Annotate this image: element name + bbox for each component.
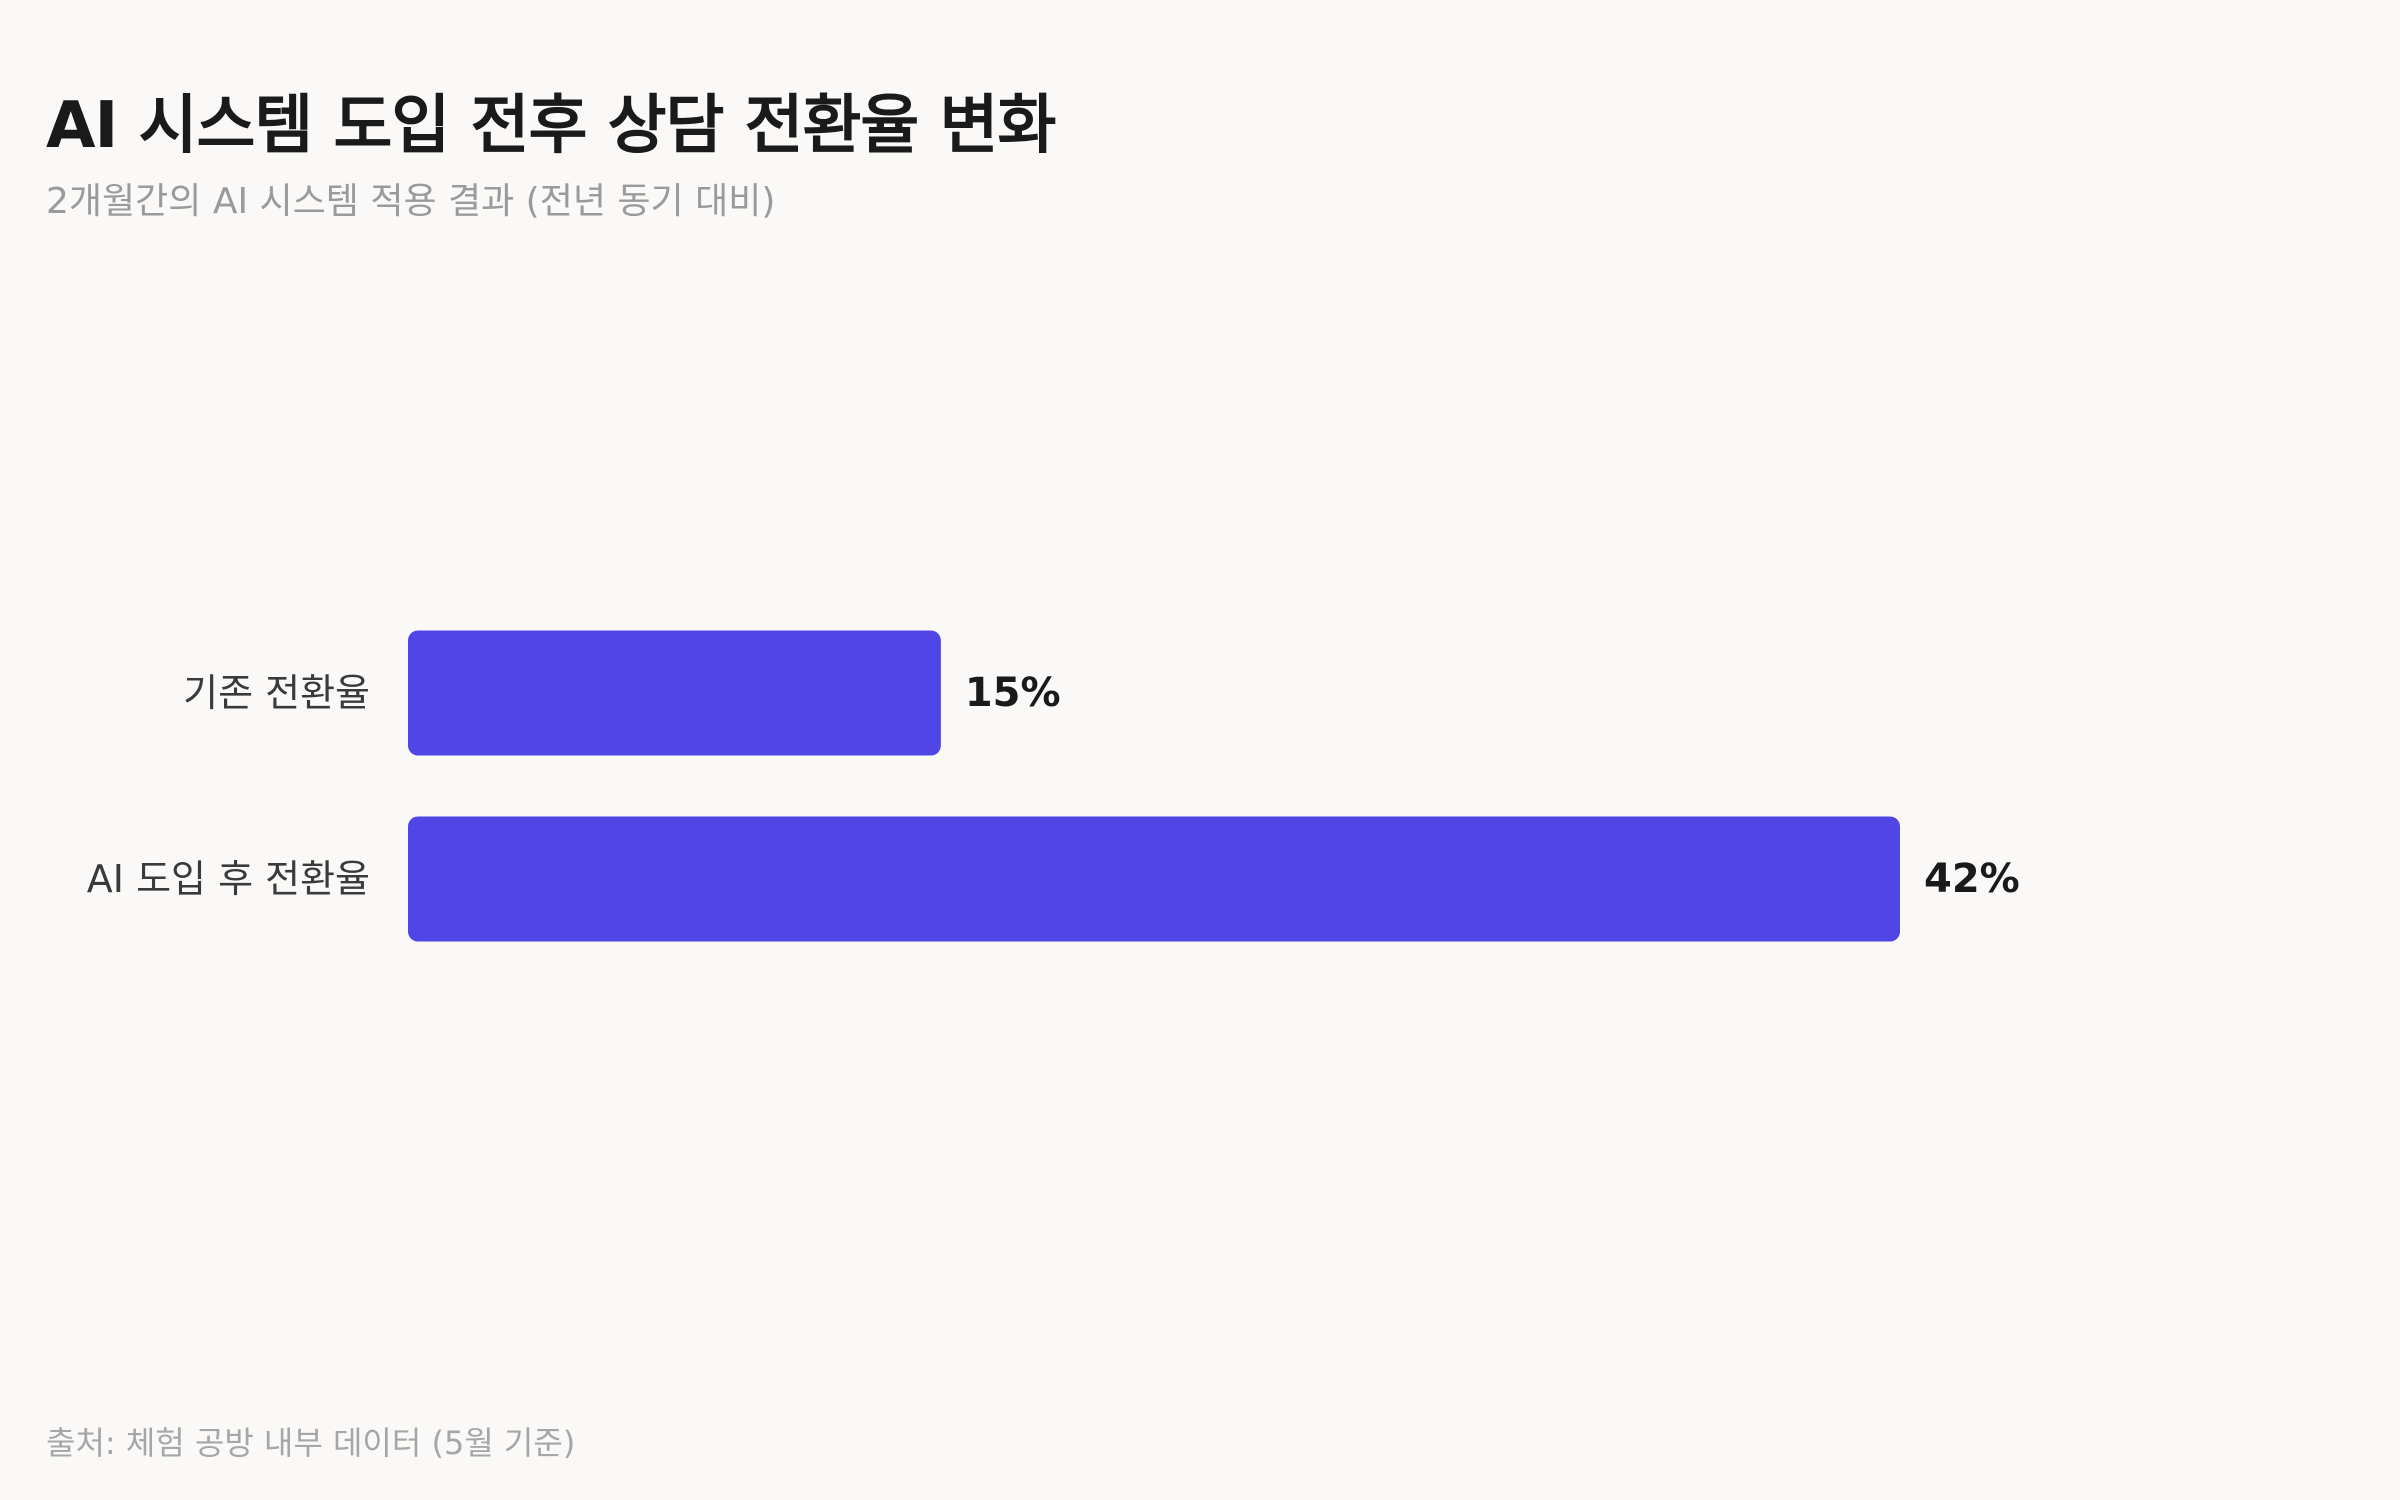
bar-0 — [408, 630, 941, 756]
value-label-1: 42% — [1924, 856, 2020, 902]
chart-subtitle: 2개월간의 AI 시스템 적용 결과 (전년 동기 대비) — [46, 181, 776, 222]
bar-1 — [408, 816, 1900, 942]
category-label-0: 기존 전환율 — [183, 671, 370, 715]
chart-title: AI 시스템 도입 전후 상담 전환율 변화 — [46, 89, 1056, 163]
category-label-1: AI 도입 후 전환율 — [87, 857, 370, 901]
value-label-0: 15% — [965, 670, 1061, 716]
source-note: 출처: 체험 공방 내부 데이터 (5월 기준) — [46, 1424, 576, 1462]
